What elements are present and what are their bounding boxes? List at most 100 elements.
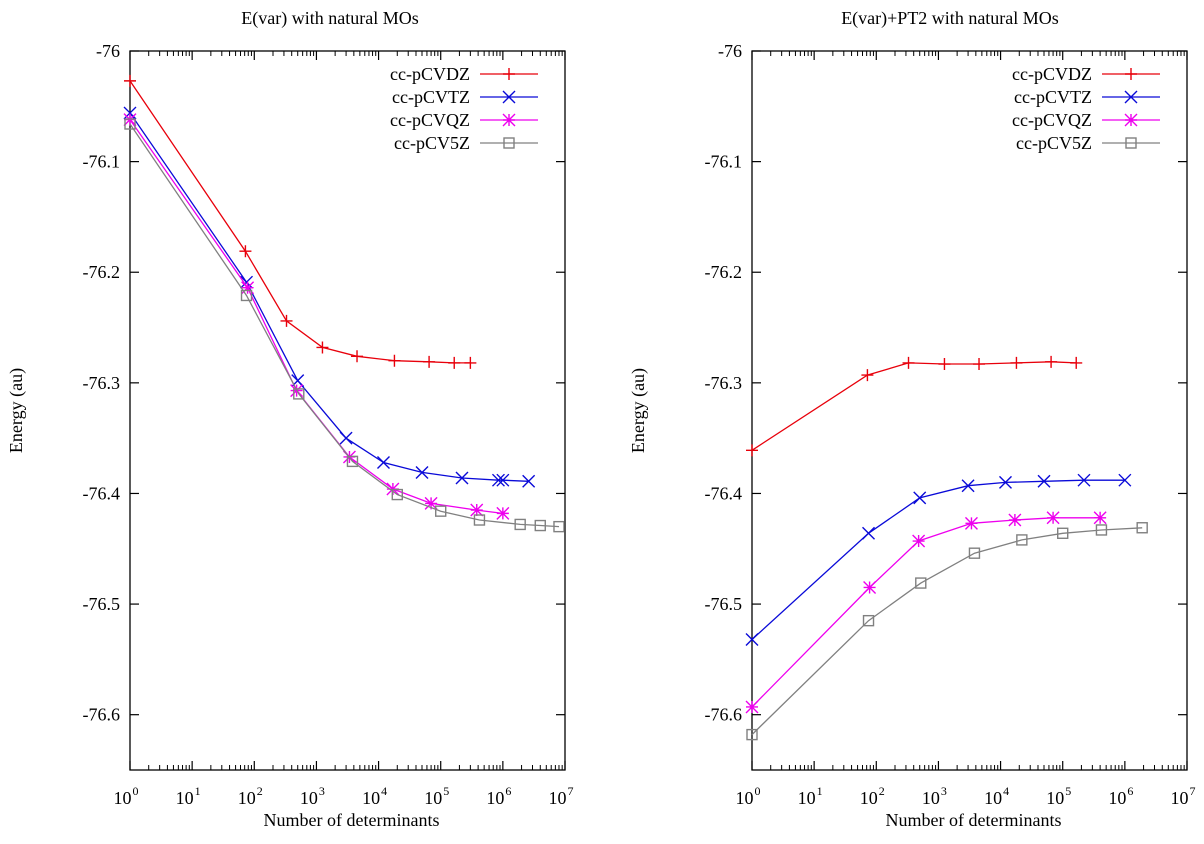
data-point [861, 369, 874, 382]
x-tick-label: 103 [300, 784, 325, 808]
data-point [435, 505, 447, 517]
data-point [339, 431, 353, 445]
data-point [998, 475, 1012, 489]
legend-marker [502, 113, 516, 127]
data-point [316, 341, 329, 354]
legend-label: cc-pCVDZ [1012, 64, 1092, 84]
x-tick-label: 105 [424, 784, 449, 808]
data-point [240, 275, 254, 289]
data-point [745, 632, 759, 646]
data-point [1077, 473, 1091, 487]
data-point [913, 491, 927, 505]
data-point [1070, 356, 1083, 369]
legend-label: cc-pCVDZ [390, 64, 470, 84]
series-line [751, 527, 1143, 736]
legend-marker [1125, 137, 1137, 149]
series-line [751, 361, 1077, 451]
x-axis-label: Number of determinants [886, 810, 1062, 830]
series-cc-pCVDZ [124, 74, 477, 369]
data-point [1046, 511, 1060, 525]
legend-marker [1125, 68, 1137, 80]
data-point [455, 471, 469, 485]
legend-marker [1124, 113, 1138, 127]
data-point [391, 488, 403, 501]
x-tick-label: 102 [860, 784, 885, 808]
y-tick-label: -76.1 [705, 152, 743, 172]
plot-frame [129, 50, 566, 771]
x-tick-label: 101 [798, 784, 823, 808]
legend-label: cc-pCV5Z [394, 133, 470, 153]
y-tick-label: -76.4 [705, 483, 743, 503]
data-point [514, 518, 526, 531]
data-point [280, 314, 293, 327]
x-tick-label: 103 [922, 784, 947, 808]
legend-label: cc-pCVQZ [390, 110, 470, 130]
data-point [376, 455, 390, 469]
series-cc-pCVDZ [746, 355, 1083, 457]
data-point [1045, 355, 1058, 368]
data-point [491, 473, 505, 487]
series-cc-pCVQZ [123, 113, 510, 520]
legend-marker [503, 68, 515, 80]
x-tick-label: 107 [549, 784, 574, 808]
chart-panel-1: E(var) with natural MOs -76.6 -76.5 -76.4 -7… [6, 8, 574, 830]
data-point [346, 455, 359, 468]
series-line [129, 112, 529, 482]
x-axis-label: Number of determinants [264, 810, 440, 830]
data-point [1118, 473, 1132, 487]
data-point [124, 118, 136, 130]
data-point [240, 289, 253, 302]
data-point [1016, 534, 1028, 546]
y-tick-label: -76 [96, 41, 120, 61]
y-tick-label: -76.3 [705, 373, 743, 393]
data-point [863, 580, 877, 594]
legend-marker [502, 90, 516, 104]
data-point [239, 245, 252, 258]
y-axis-label: Energy (au) [6, 368, 27, 453]
data-point [123, 106, 137, 120]
data-point [902, 356, 915, 369]
legend-label: cc-pCVTZ [1014, 87, 1092, 107]
data-point [388, 354, 401, 367]
series-cc-pCVQZ [745, 511, 1107, 714]
data-point [534, 519, 546, 532]
legend-label: cc-pCVQZ [1012, 110, 1092, 130]
data-point [961, 479, 975, 493]
x-tick-label: 100 [114, 784, 139, 808]
y-tick-label: -76.4 [83, 483, 121, 503]
data-point [124, 74, 136, 87]
legend-label: cc-pCV5Z [1016, 133, 1092, 153]
data-point [964, 516, 978, 530]
data-point [912, 534, 926, 548]
series-cc-pCVTZ [745, 473, 1132, 646]
data-point [1057, 527, 1069, 539]
data-point [1008, 513, 1022, 527]
data-point [464, 356, 477, 369]
data-point [973, 358, 986, 371]
data-point [1093, 511, 1107, 525]
legend-marker [1124, 90, 1138, 104]
data-point [424, 496, 438, 510]
data-point [745, 700, 759, 714]
data-point [746, 444, 758, 457]
x-tick-label: 104 [984, 784, 1009, 808]
data-point [241, 281, 255, 295]
data-point [862, 614, 875, 627]
chart-panel-2: E(var)+PT2 with natural MOs -76.6 -76.5 -76… [628, 8, 1196, 830]
series-cc-pCV5Z [124, 118, 565, 533]
data-point [415, 465, 429, 479]
data-point [351, 350, 364, 363]
series-line [129, 123, 560, 528]
data-point [915, 577, 927, 589]
y-tick-label: -76.3 [83, 373, 121, 393]
data-point [473, 514, 486, 526]
series-line [129, 119, 503, 515]
data-point [1136, 522, 1148, 534]
y-tick-label: -76.2 [705, 262, 743, 282]
legend-label: cc-pCVTZ [392, 87, 470, 107]
y-tick-label: -76.6 [83, 705, 121, 725]
data-point [1095, 524, 1108, 536]
y-tick-label: -76.6 [705, 705, 743, 725]
series-cc-pCV5Z [746, 522, 1148, 741]
